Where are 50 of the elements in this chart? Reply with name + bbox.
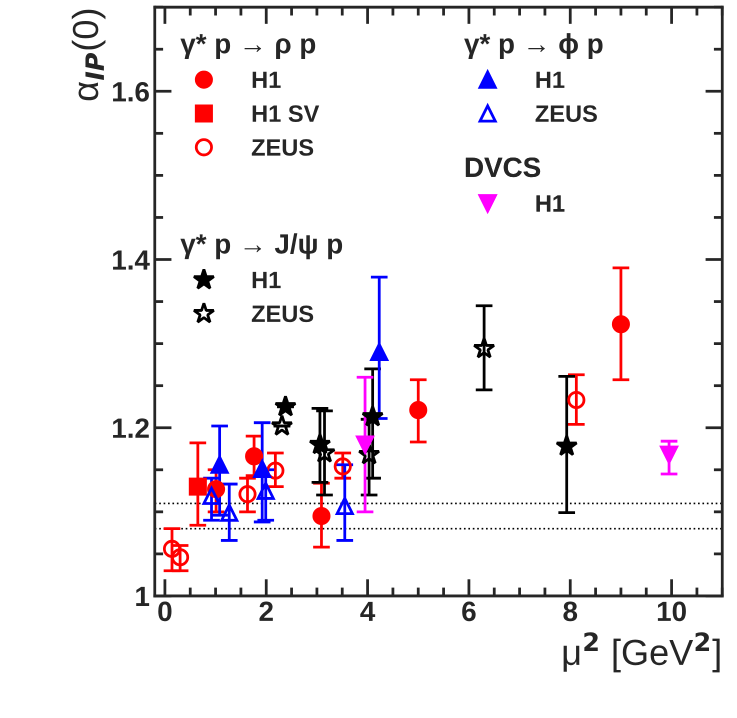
y-tick-label: 1.4 [113, 250, 150, 270]
point [202, 486, 221, 505]
point [253, 460, 272, 478]
point [409, 401, 428, 420]
x-tick-label: 2 [259, 602, 273, 621]
x-tick-label: 4 [360, 602, 376, 621]
point [238, 485, 257, 504]
point [210, 456, 229, 474]
x-tick-label: 10 [658, 602, 686, 622]
point [334, 457, 352, 476]
point [356, 436, 374, 454]
x-tick-label: 6 [462, 602, 476, 622]
point [336, 496, 354, 515]
point [472, 336, 496, 358]
point [567, 390, 586, 409]
y-axis-title: α$_{IP}$(0) [72, 10, 106, 100]
point [220, 504, 238, 522]
y-tick-label: 1 [136, 586, 150, 606]
point [256, 482, 275, 500]
point [270, 414, 294, 436]
y-tick-label: 1.2 [113, 418, 149, 438]
point [358, 442, 380, 464]
y-tick-label: 1.6 [113, 82, 149, 102]
legend-label: H1 [252, 72, 281, 88]
legend-label: H1 [536, 72, 564, 88]
point [370, 342, 388, 362]
annotation: γ* p → ρ p [180, 34, 316, 60]
point [312, 507, 330, 526]
point [660, 446, 678, 464]
annotation: γ* p → ϕ p [464, 33, 603, 60]
point [188, 478, 207, 496]
legend-label: ZEUS [252, 305, 314, 322]
x-tick-label: 8 [563, 602, 578, 622]
point [266, 462, 284, 480]
annotation: DVCS [466, 157, 540, 178]
legend-label: ZEUS [252, 139, 314, 156]
point [171, 548, 190, 566]
point [245, 447, 264, 466]
point [162, 540, 182, 558]
x-tick-label: 0 [158, 602, 172, 622]
annotation: γ* p → J/ψ p [180, 233, 342, 260]
point [555, 434, 578, 456]
legend-label: H1 SV [252, 105, 320, 122]
point [361, 404, 384, 427]
x-axis-title: μ$^{2}$ [GeV$^{2}$] [564, 632, 720, 672]
legend-label: H1 [536, 195, 564, 212]
legend-label: H1 [252, 272, 281, 288]
point [274, 394, 297, 417]
legend-label: ZEUS [536, 105, 597, 122]
point [612, 315, 630, 334]
